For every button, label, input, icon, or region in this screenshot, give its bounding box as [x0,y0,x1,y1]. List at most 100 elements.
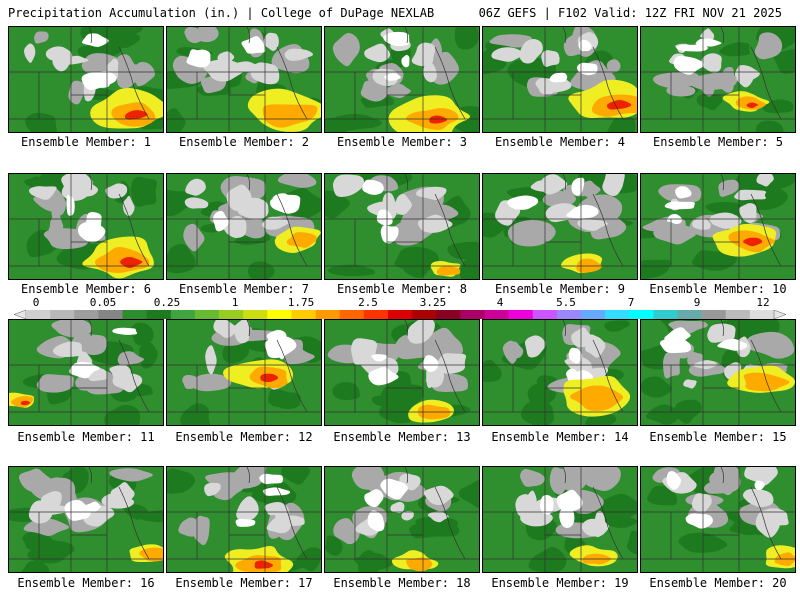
colorbar-swatch [50,310,75,319]
precip-field [483,467,637,572]
precip-field [167,174,321,279]
colorbar-swatch [412,310,437,319]
colorbar-swatch [532,310,558,319]
ensemble-map-7 [166,173,322,280]
ensemble-map-8 [324,173,480,280]
member-label-10: Ensemble Member: 10 [649,282,787,296]
precip-field [483,320,637,425]
member-label-18: Ensemble Member: 18 [333,576,471,590]
member-label-7: Ensemble Member: 7 [178,282,310,296]
ensemble-map-11 [8,319,164,426]
precip-field [325,320,479,425]
member-label-14: Ensemble Member: 14 [491,430,629,444]
precip-field [325,467,479,572]
ensemble-map-14 [482,319,638,426]
ensemble-map-4 [482,26,638,133]
ensemble-map-5 [640,26,796,133]
member-label-5: Ensemble Member: 5 [652,135,784,149]
colorbar-swatch [267,310,292,319]
map-title: Precipitation Accumulation (in.) | Colle… [8,6,435,20]
colorbar-swatch [363,310,389,319]
colorbar-swatch [122,310,147,319]
ensemble-map-9 [482,173,638,280]
member-label-8: Ensemble Member: 8 [336,282,468,296]
colorbar-right-arrow [773,310,786,319]
colorbar-swatch [194,310,220,319]
member-label-1: Ensemble Member: 1 [20,135,152,149]
ensemble-map-15 [640,319,796,426]
colorbar-swatch [170,310,196,319]
ensemble-map-19 [482,466,638,573]
colorbar-swatch [74,310,99,319]
precip-field [167,27,321,132]
precip-field [641,467,795,572]
colorbar-tick-label: 9 [693,296,701,309]
colorbar-left-arrow [14,310,27,319]
colorbar-tick-label: 4 [496,296,504,309]
member-label-20: Ensemble Member: 20 [649,576,787,590]
ensemble-map-18 [324,466,480,573]
ensemble-map-6 [8,173,164,280]
run-info: 06Z GEFS | F102 Valid: 12Z FRI NOV 21 20… [478,6,782,20]
colorbar-tick-label: 7 [627,296,635,309]
ensemble-map-20 [640,466,796,573]
colorbar-swatch [508,310,534,319]
colorbar-swatch [580,310,606,319]
member-label-15: Ensemble Member: 15 [649,430,787,444]
colorbar-tick-label: 1 [231,296,239,309]
colorbar-tick-label: 0.25 [153,296,181,309]
precip-field [167,467,321,572]
colorbar-swatch [556,310,582,319]
colorbar-swatch [243,310,268,319]
colorbar-swatch [98,310,123,319]
ensemble-map-13 [324,319,480,426]
colorbar-swatch [387,310,413,319]
colorbar-swatch [484,310,509,319]
member-label-6: Ensemble Member: 6 [20,282,152,296]
member-label-2: Ensemble Member: 2 [178,135,310,149]
colorbar-tick-label: 0 [32,296,40,309]
precip-field [9,27,163,132]
colorbar-swatch [629,310,654,319]
member-label-16: Ensemble Member: 16 [17,576,155,590]
member-label-12: Ensemble Member: 12 [175,430,313,444]
precip-field [325,174,479,279]
precip-field [641,174,795,279]
precip-field [167,320,321,425]
ensemble-map-1 [8,26,164,133]
colorbar-swatch [291,310,316,319]
member-label-19: Ensemble Member: 19 [491,576,629,590]
colorbar-swatch [146,310,172,319]
colorbar-swatch [749,310,775,319]
precip-field [641,320,795,425]
colorbar-swatch [339,310,365,319]
ensemble-map-2 [166,26,322,133]
precip-field [9,174,163,279]
precip-field [483,174,637,279]
ensemble-map-10 [640,173,796,280]
colorbar-tick-label: 3.25 [419,296,447,309]
member-label-17: Ensemble Member: 17 [175,576,313,590]
member-label-3: Ensemble Member: 3 [336,135,468,149]
colorbar-swatch [460,310,485,319]
colorbar [14,310,786,319]
colorbar-swatch [315,310,340,319]
member-label-9: Ensemble Member: 9 [494,282,626,296]
ensemble-map-3 [324,26,480,133]
member-label-13: Ensemble Member: 13 [333,430,471,444]
ensemble-map-17 [166,466,322,573]
colorbar-swatch [725,310,751,319]
colorbar-swatch [701,310,727,319]
member-label-4: Ensemble Member: 4 [494,135,626,149]
colorbar-swatch [436,310,461,319]
colorbar-swatch [219,310,244,319]
precip-field [483,27,637,132]
colorbar-tick-label: 12 [756,296,770,309]
colorbar-swatch [677,310,702,319]
precip-field [9,467,163,572]
colorbar-swatch [653,310,678,319]
precip-field [9,320,163,425]
colorbar-tick-label: 5.5 [556,296,576,309]
colorbar-tick-label: 0.05 [89,296,117,309]
colorbar-tick-label: 2.5 [358,296,378,309]
